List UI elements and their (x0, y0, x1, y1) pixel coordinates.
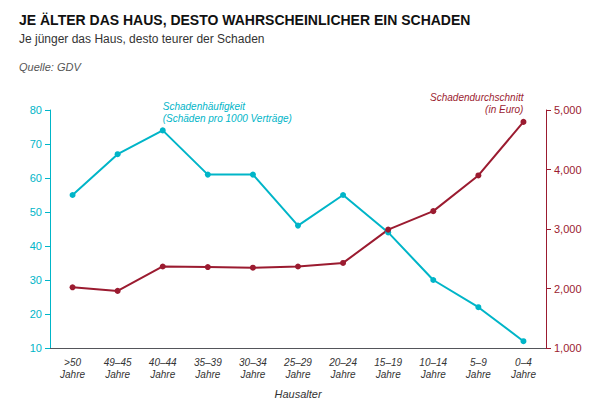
svg-text:20–24: 20–24 (328, 357, 357, 368)
svg-text:80: 80 (30, 104, 42, 116)
svg-text:1,000: 1,000 (554, 342, 582, 354)
svg-text:Jahre: Jahre (465, 369, 491, 380)
svg-text:Jahre: Jahre (510, 369, 536, 380)
svg-text:40: 40 (30, 240, 42, 252)
svg-text:49–45: 49–45 (104, 357, 132, 368)
svg-text:(in Euro): (in Euro) (485, 104, 523, 115)
svg-text:Jahre: Jahre (239, 369, 265, 380)
svg-text:20: 20 (30, 308, 42, 320)
svg-text:>50: >50 (64, 357, 81, 368)
svg-text:5–9: 5–9 (470, 357, 487, 368)
svg-text:15–19: 15–19 (374, 357, 402, 368)
svg-text:Jahre: Jahre (284, 369, 310, 380)
svg-text:Schadendurchschnitt: Schadendurchschnitt (430, 92, 525, 103)
svg-text:Je jünger das Haus, desto teur: Je jünger das Haus, desto teurer der Sch… (19, 32, 264, 46)
svg-text:10: 10 (30, 342, 42, 354)
svg-text:Jahre: Jahre (149, 369, 175, 380)
svg-text:Jahre: Jahre (194, 369, 220, 380)
svg-text:0–4: 0–4 (515, 357, 532, 368)
svg-text:40–44: 40–44 (149, 357, 177, 368)
svg-text:3,000: 3,000 (554, 223, 582, 235)
svg-text:Jahre: Jahre (330, 369, 356, 380)
svg-text:Jahre: Jahre (420, 369, 446, 380)
svg-text:Schadenhäufigkeit: Schadenhäufigkeit (163, 101, 247, 112)
svg-text:70: 70 (30, 138, 42, 150)
svg-text:10–14: 10–14 (419, 357, 447, 368)
svg-text:35–39: 35–39 (194, 357, 222, 368)
svg-text:4,000: 4,000 (554, 164, 582, 176)
svg-text:JE ÄLTER DAS HAUS, DESTO WAHRS: JE ÄLTER DAS HAUS, DESTO WAHRSCHEINLICHE… (19, 12, 470, 28)
svg-text:Jahre: Jahre (104, 369, 130, 380)
svg-text:60: 60 (30, 172, 42, 184)
svg-text:5,000: 5,000 (554, 104, 582, 116)
svg-text:Quelle: GDV: Quelle: GDV (19, 61, 82, 73)
svg-text:(Schäden pro 1000 Verträge): (Schäden pro 1000 Verträge) (163, 113, 292, 124)
svg-text:25–29: 25–29 (283, 357, 312, 368)
svg-text:Hausalter: Hausalter (274, 388, 322, 400)
svg-text:50: 50 (30, 206, 42, 218)
svg-text:30–34: 30–34 (239, 357, 267, 368)
svg-text:30: 30 (30, 274, 42, 286)
svg-text:Jahre: Jahre (59, 369, 85, 380)
svg-text:Jahre: Jahre (375, 369, 401, 380)
svg-text:2,000: 2,000 (554, 283, 582, 295)
